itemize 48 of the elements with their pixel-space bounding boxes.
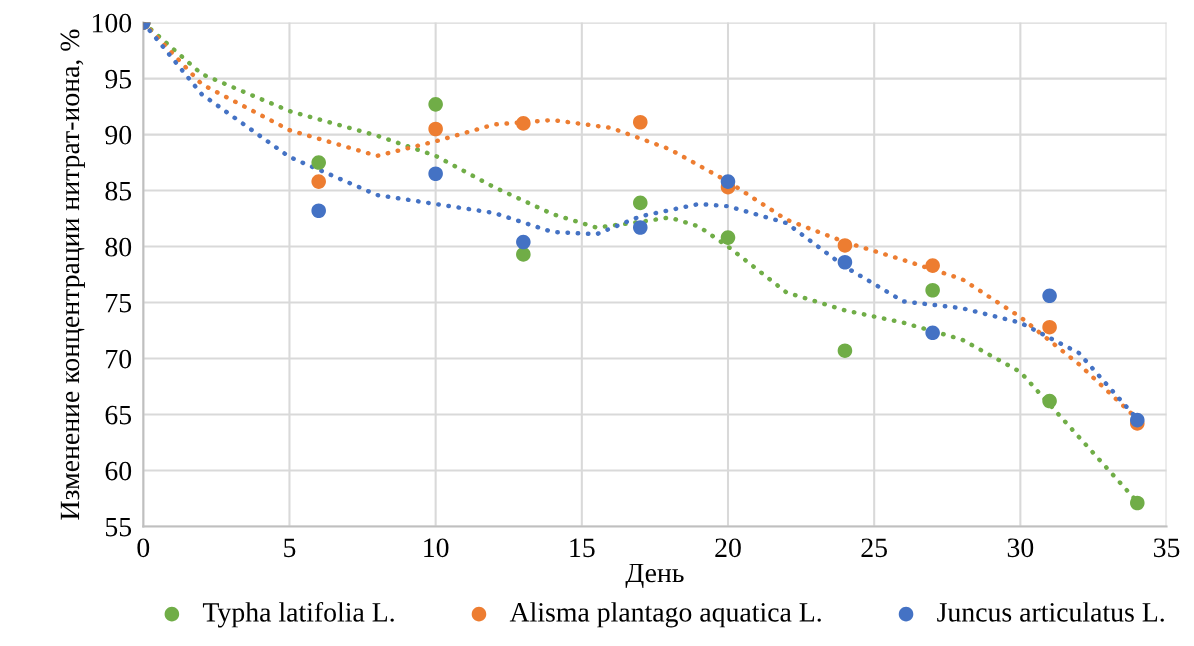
y-tick-label: 70 — [106, 349, 132, 369]
point — [1130, 412, 1145, 428]
x-axis-title: День — [625, 563, 684, 588]
point — [1042, 393, 1057, 409]
y-tick-label: 85 — [105, 181, 132, 201]
point — [428, 166, 443, 182]
x-tick-label: 30 — [1007, 538, 1034, 558]
point — [633, 114, 648, 130]
point — [925, 258, 940, 273]
x-tick-label: 5 — [284, 538, 296, 558]
point — [1130, 495, 1145, 511]
x-tick-label: 35 — [1153, 538, 1180, 558]
point — [1042, 319, 1057, 335]
x-tick-label: 0 — [137, 538, 150, 558]
y-axis-title: Изменение концентрации нитрат-иона, % — [60, 29, 85, 520]
x-tick-label: 10 — [424, 538, 449, 558]
y-tick-label: 60 — [105, 461, 132, 481]
y-tick-label: 75 — [106, 293, 132, 313]
y-tick-label: 90 — [105, 125, 132, 145]
point — [720, 174, 736, 189]
point — [837, 254, 853, 270]
legend-label: Typha latifolia L. — [202, 601, 394, 628]
point — [633, 195, 648, 211]
y-tick-label: 100 — [92, 13, 132, 33]
y-tick-label: 95 — [105, 69, 132, 89]
point — [516, 116, 531, 131]
point — [311, 203, 326, 219]
y-tick-label: 55 — [106, 517, 132, 537]
point — [516, 234, 531, 250]
x-tick-label: 20 — [715, 538, 741, 558]
x-tick-label: 25 — [861, 538, 887, 558]
y-tick-label: 65 — [105, 405, 132, 425]
point — [925, 325, 940, 341]
point — [837, 238, 853, 253]
point — [311, 174, 326, 189]
point — [925, 282, 940, 298]
legend-label: Alisma plantago aquatica L. — [509, 602, 821, 628]
legend-label: Juncus articulatus L. — [937, 602, 1164, 622]
point — [720, 230, 736, 245]
point — [428, 121, 443, 137]
point — [837, 343, 853, 358]
point — [1042, 288, 1057, 304]
y-tick-label: 80 — [105, 237, 132, 257]
point — [633, 220, 648, 235]
x-tick-label: 15 — [570, 538, 595, 558]
point — [311, 155, 326, 170]
point — [516, 247, 531, 262]
point — [428, 97, 443, 112]
